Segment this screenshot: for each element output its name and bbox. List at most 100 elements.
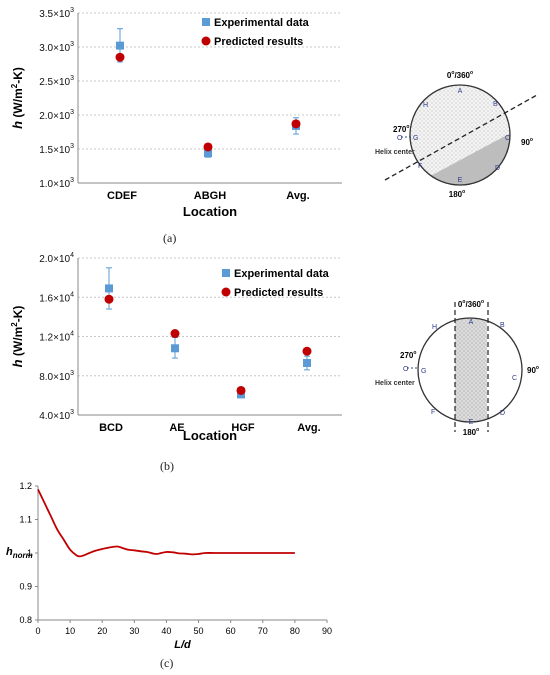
x-tick-label: 70 [258, 626, 268, 636]
point-label-E-b: E [469, 419, 474, 426]
experimental-point [171, 344, 179, 353]
point-label-F-b: F [431, 409, 435, 416]
helix-center-label-b: Helix center [375, 380, 415, 387]
marks-a [115, 28, 301, 158]
cross-section-diagram-b: 0o/360o 90o 180o 270o A B C D E F G H O … [375, 299, 539, 437]
y-tick-label: 1.1 [19, 515, 32, 525]
point-label-C-a: C [505, 135, 510, 142]
experimental-point [116, 41, 124, 50]
x-axis-label-c: L/d [174, 639, 191, 650]
point-label-A-b: A [469, 319, 474, 326]
x-ticks-c: 0 10 20 30 40 50 60 70 80 90 [35, 620, 332, 636]
chart-b: 4.0×103 8.0×103 1.2×104 1.6×104 2.0×104 BCD A… [10, 252, 342, 443]
legend-predicted-marker [201, 36, 211, 46]
point-label-G-a: G [413, 135, 418, 142]
angle-label-bottom-a: 180o [449, 189, 465, 199]
point-label-D-b: D [500, 410, 505, 417]
y-tick-label: 1.2×104 [39, 331, 74, 344]
y-axis-label-c: hnorm [6, 546, 33, 560]
hnorm-curve [37, 488, 295, 558]
angle-label-left-b: 270o [400, 350, 416, 360]
legend-experimental-label: Experimental data [214, 17, 310, 29]
x-tick-label: ABGH [194, 190, 226, 202]
split-line-a [384, 94, 538, 181]
legend-a: Experimental data Predicted results [201, 17, 310, 48]
legend-predicted-label: Predicted results [214, 36, 303, 48]
legend-b: Experimental data Predicted results [221, 268, 330, 299]
chart-a: 1.0×103 1.5×103 2.0×103 2.5×103 3.0×103 3.5×1… [10, 7, 342, 219]
chart-c: 0.8 0.9 1 1.1 1.2 0 10 20 30 40 50 60 70 80 90 L/d hn… [6, 481, 332, 650]
point-label-G-b: G [421, 368, 426, 375]
angle-label-right-b: 90o [527, 365, 539, 375]
angle-label-top-b: 0o/360o [458, 299, 484, 309]
x-tick-label: 20 [97, 626, 107, 636]
x-tick-label: 80 [290, 626, 300, 636]
predicted-point [104, 294, 114, 304]
marks-c [37, 488, 295, 558]
y-tick-label: 4.0×103 [39, 409, 74, 422]
experimental-point [105, 284, 113, 293]
point-label-C-b: C [512, 375, 517, 382]
y-tick-label: 1.5×103 [39, 143, 74, 156]
point-label-F-a: F [418, 163, 422, 170]
caption-a: (a) [163, 231, 177, 245]
caption-b: (b) [160, 459, 174, 473]
predicted-point [203, 142, 213, 152]
x-tick-label: 10 [65, 626, 75, 636]
y-tick-label: 1.6×104 [39, 291, 74, 304]
legend-experimental-marker [222, 269, 230, 277]
x-tick-label: 50 [194, 626, 204, 636]
x-ticks-b: BCD AE HGF Avg. [99, 422, 321, 434]
point-label-B-b: B [500, 322, 505, 329]
angle-label-left-a: 270o [393, 124, 409, 134]
marks-b [104, 267, 312, 399]
point-label-A-a: A [458, 88, 463, 95]
y-tick-label: 3.5×103 [39, 7, 74, 20]
x-tick-label: 0 [35, 626, 40, 636]
y-tick-label: 2.0×103 [39, 109, 74, 122]
y-tick-label: 0.9 [19, 582, 32, 592]
y-tick-label: 2.0×104 [39, 252, 74, 265]
x-tick-label: 40 [161, 626, 171, 636]
x-tick-label: 90 [322, 626, 332, 636]
caption-c: (c) [160, 656, 174, 670]
x-tick-label: CDEF [107, 190, 137, 202]
y-tick-label: 2.5×103 [39, 75, 74, 88]
predicted-point [170, 329, 180, 339]
grid-b [78, 257, 342, 377]
grid-a [78, 12, 342, 150]
x-tick-label: 60 [226, 626, 236, 636]
helix-center-label-a: Helix center [375, 149, 415, 156]
helix-point-O-a: O [397, 135, 403, 142]
predicted-point [302, 346, 312, 356]
y-axis-label-b: h (W/m2-K) [10, 306, 25, 368]
helix-point-O-b: O [403, 366, 409, 373]
x-tick-label: AE [169, 422, 184, 434]
y-tick-label: 1.2 [19, 481, 32, 491]
cross-section-diagram-a: 0o/360o 90o 180o 270o A B C D E F G H O … [375, 70, 538, 199]
y-tick-label: 0.8 [19, 615, 32, 625]
legend-predicted-marker [221, 287, 231, 297]
predicted-point [291, 119, 301, 129]
x-tick-label: Avg. [297, 422, 320, 434]
x-tick-label: HGF [231, 422, 255, 434]
predicted-point [236, 385, 246, 395]
pipe-wall-a [409, 84, 511, 186]
y-axis-label-a: h (W/m2-K) [10, 67, 25, 129]
angle-label-bottom-b: 180o [463, 427, 479, 437]
dotted-band-b [455, 318, 487, 422]
y-tick-label: 1 [27, 548, 32, 558]
x-axis-label-a: Location [183, 204, 237, 219]
y-tick-label: 3.0×103 [39, 41, 74, 54]
point-label-H-b: H [432, 324, 437, 331]
point-label-H-a: H [423, 102, 428, 109]
x-tick-label: Avg. [286, 190, 309, 202]
legend-experimental-marker [202, 18, 210, 26]
point-label-E-a: E [458, 177, 463, 184]
y-ticks-a: 1.0×103 1.5×103 2.0×103 2.5×103 3.0×103 3.5×1… [39, 7, 74, 190]
x-ticks-a: CDEF ABGH Avg. [107, 190, 310, 202]
point-label-D-a: D [495, 165, 500, 172]
angle-label-top-a: 0o/360o [447, 70, 473, 80]
y-tick-label: 8.0×103 [39, 370, 74, 383]
point-label-B-a: B [493, 101, 498, 108]
